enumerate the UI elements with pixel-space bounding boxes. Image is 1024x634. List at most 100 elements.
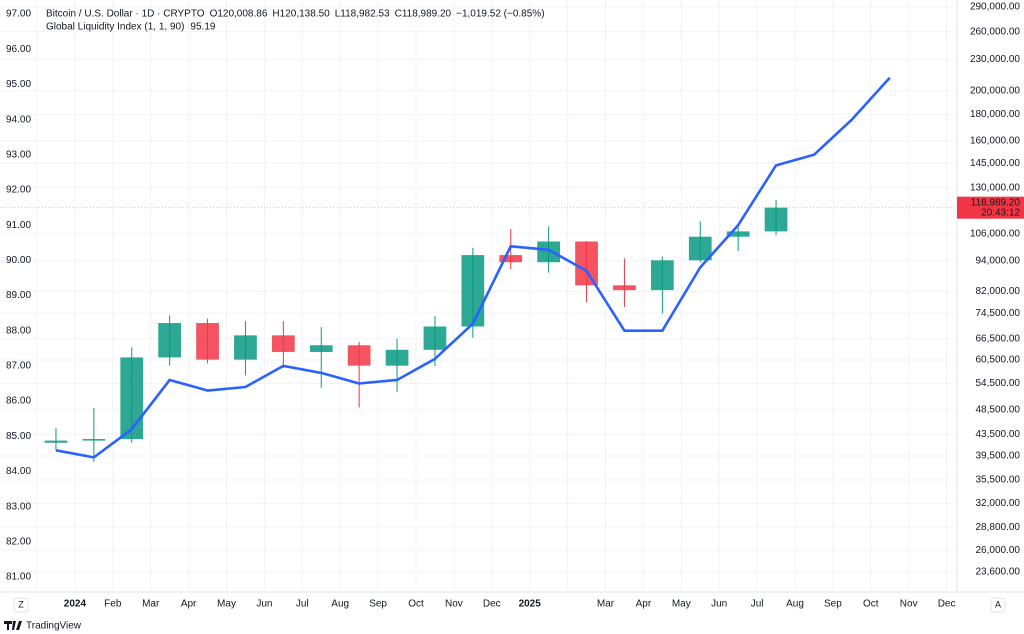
y2-tick-label: 106,000.00 xyxy=(970,228,1020,239)
y-tick-label: 90.00 xyxy=(6,255,31,266)
zoom-button-label[interactable]: Z xyxy=(18,599,24,609)
y2-tick-label: 35,500.00 xyxy=(976,475,1021,486)
brand-logo xyxy=(4,621,22,630)
y-tick-label: 97.00 xyxy=(6,9,31,20)
candle-body xyxy=(613,285,636,291)
x-tick-label: Apr xyxy=(181,599,197,610)
y2-tick-label: 28,800.00 xyxy=(976,522,1021,533)
ohlc-label: C xyxy=(395,9,402,20)
y-tick-label: 94.00 xyxy=(6,114,31,125)
x-tick-label: Oct xyxy=(863,599,879,610)
indicator-name: Global Liquidity Index (1, 1, 90) xyxy=(46,22,184,33)
candle-body xyxy=(461,255,485,327)
y2-tick-label: 160,000.00 xyxy=(970,136,1020,147)
y2-tick-label: 200,000.00 xyxy=(970,85,1020,96)
x-tick-label: Jun xyxy=(711,599,727,610)
price-tag xyxy=(957,196,1024,219)
x-tick-label: Mar xyxy=(597,599,615,610)
y-tick-label: 91.00 xyxy=(6,220,31,231)
y2-tick-label: 23,600.00 xyxy=(976,567,1021,578)
candle-body xyxy=(196,323,219,360)
y2-tick-label: 130,000.00 xyxy=(970,182,1020,193)
y-tick-label: 95.00 xyxy=(6,79,31,90)
y-tick-label: 92.00 xyxy=(6,185,31,196)
x-tick-label: Dec xyxy=(483,599,501,610)
y-tick-label: 82.00 xyxy=(6,536,31,547)
price-tag-time: 20:43:12 xyxy=(981,207,1020,218)
price-tag-value: 118,989.20 xyxy=(971,197,1021,208)
x-tick-label: Nov xyxy=(445,599,463,610)
y2-tick-label: 32,000.00 xyxy=(976,498,1021,509)
candle-body xyxy=(499,255,523,263)
ohlc-label: L xyxy=(335,9,341,20)
y-tick-label: 93.00 xyxy=(6,149,31,160)
y2-tick-label: 66,500.00 xyxy=(976,333,1021,344)
y2-tick-label: 145,000.00 xyxy=(970,158,1020,169)
y2-tick-label: 74,500.00 xyxy=(976,308,1021,319)
candle-body xyxy=(44,440,68,443)
x-tick-label: Sep xyxy=(369,599,387,610)
brand-name: TradingView xyxy=(26,621,82,632)
y2-tick-label: 180,000.00 xyxy=(970,109,1020,120)
ohlc-label: H xyxy=(272,9,279,20)
y-tick-label: 84.00 xyxy=(6,466,31,477)
y2-tick-label: 60,500.00 xyxy=(976,355,1021,366)
x-tick-label: 2025 xyxy=(519,599,542,610)
candle-body xyxy=(385,349,409,366)
y-tick-label: 83.00 xyxy=(6,501,31,512)
ohlc-value: 120,138.50 xyxy=(280,9,330,20)
y-tick-label: 88.00 xyxy=(6,325,31,336)
auto-button-label[interactable]: A xyxy=(995,599,1001,609)
y2-tick-label: 94,000.00 xyxy=(976,255,1021,266)
x-tick-label: Dec xyxy=(938,599,956,610)
candle-body xyxy=(423,326,447,350)
liquidity-line xyxy=(55,76,891,459)
ohlc-value: 118,982.53 xyxy=(340,9,390,20)
y2-tick-label: 82,000.00 xyxy=(976,286,1021,297)
zoom-button[interactable] xyxy=(13,597,29,613)
y-tick-label: 86.00 xyxy=(6,396,31,407)
x-tick-label: Apr xyxy=(636,599,652,610)
x-tick-label: Sep xyxy=(824,599,842,610)
y2-tick-label: 48,500.00 xyxy=(976,404,1021,415)
ohlc-value: 120,008.86 xyxy=(217,9,267,20)
y2-tick-label: 39,500.00 xyxy=(976,451,1021,462)
x-tick-label: Aug xyxy=(786,599,804,610)
auto-button[interactable] xyxy=(990,597,1006,613)
y-tick-label: 87.00 xyxy=(6,361,31,372)
x-tick-label: Feb xyxy=(104,599,122,610)
candle-body xyxy=(688,236,712,261)
y2-tick-label: 54,500.00 xyxy=(976,378,1021,389)
x-tick-label: Oct xyxy=(408,599,424,610)
x-tick-label: May xyxy=(217,599,236,610)
y-tick-label: 96.00 xyxy=(6,44,31,55)
candle-body xyxy=(650,260,674,291)
y-tick-label: 81.00 xyxy=(6,572,31,583)
x-tick-label: Nov xyxy=(900,599,918,610)
ohlc-label: O xyxy=(210,9,218,20)
candle-body xyxy=(764,207,788,232)
x-tick-label: Jun xyxy=(256,599,272,610)
candle-body xyxy=(575,241,598,286)
y2-tick-label: 290,000.00 xyxy=(970,2,1020,13)
candle-body xyxy=(82,439,106,441)
ohlc-value: −1,019.52 (−0.85%) xyxy=(456,9,544,20)
symbol-title: Bitcoin / U.S. Dollar · 1D · CRYPTO xyxy=(46,9,205,20)
candle-body xyxy=(158,323,182,358)
candle-body xyxy=(271,335,295,352)
candle-body xyxy=(347,345,371,366)
y2-tick-label: 26,000.00 xyxy=(976,545,1021,556)
x-tick-label: Aug xyxy=(331,599,349,610)
candle-body xyxy=(120,357,144,440)
y2-tick-label: 260,000.00 xyxy=(970,26,1020,37)
y-tick-label: 85.00 xyxy=(6,431,31,442)
x-tick-label: Jul xyxy=(751,599,764,610)
x-tick-label: May xyxy=(672,599,691,610)
candle-body xyxy=(537,241,561,263)
x-tick-label: 2024 xyxy=(64,599,87,610)
candle-body xyxy=(234,335,257,360)
x-tick-label: Jul xyxy=(296,599,309,610)
candle-body xyxy=(309,345,333,352)
